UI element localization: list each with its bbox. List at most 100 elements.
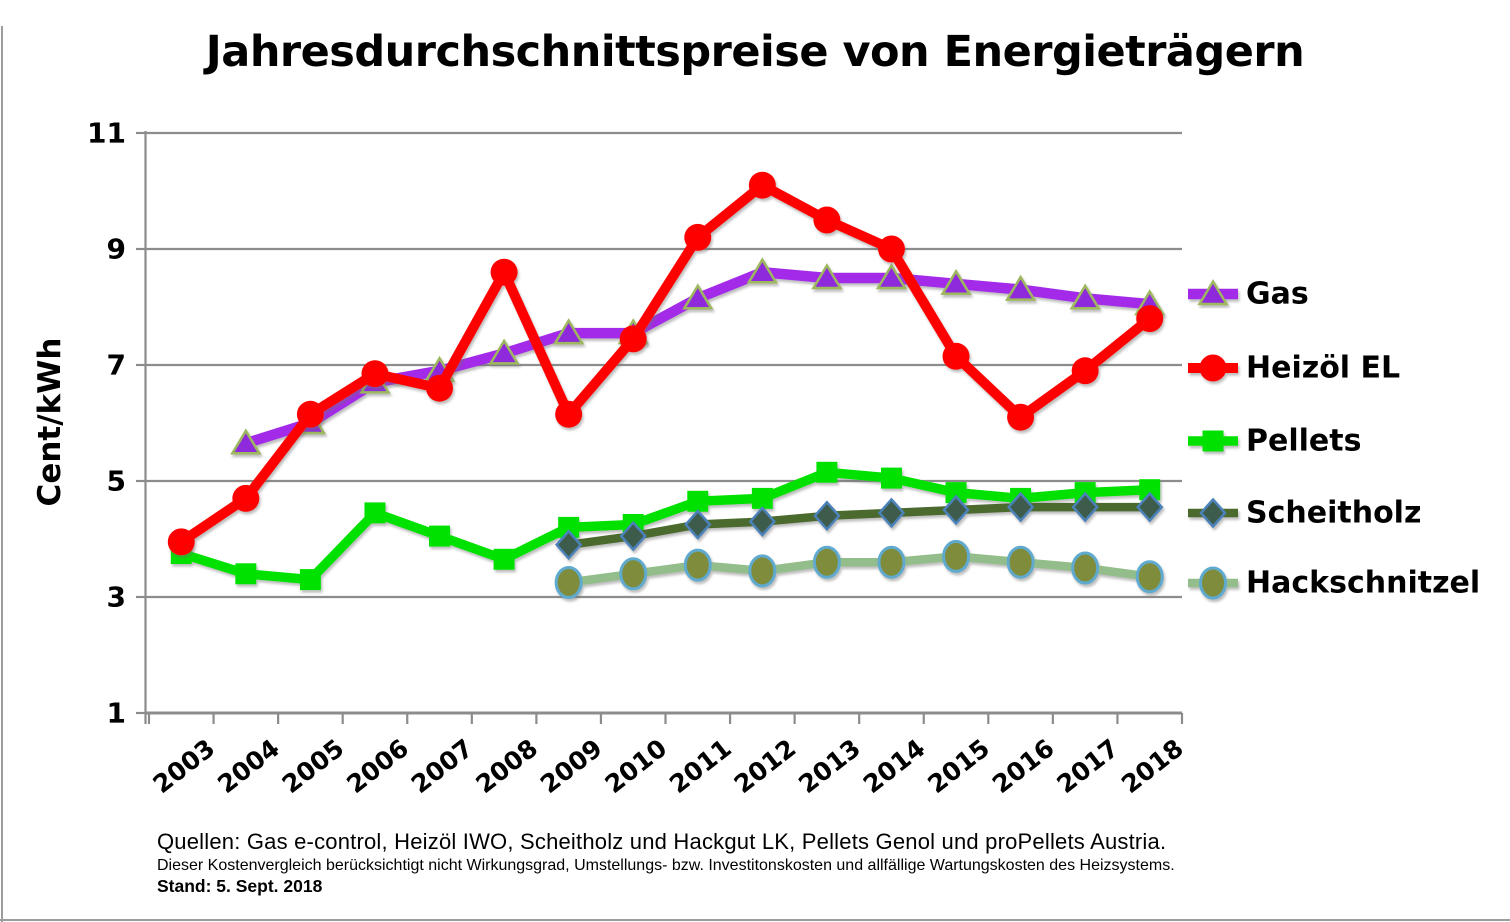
data-point-circle [232, 484, 260, 512]
data-point-diamond [877, 497, 906, 529]
data-point-diamond [554, 529, 583, 561]
data-point-triangle [488, 338, 520, 365]
data-point-circle [361, 360, 389, 388]
data-point-diamond [619, 520, 647, 552]
data-point-square [1139, 479, 1161, 501]
x-tick-label: 2013 [793, 733, 866, 799]
data-point-triangle [230, 428, 262, 455]
data-point-square [493, 548, 515, 570]
legend-label: Gas [1246, 277, 1309, 312]
x-tick-label: 2011 [664, 733, 737, 799]
data-point-square [816, 461, 838, 483]
data-point-circle [555, 400, 583, 428]
data-point-square [235, 563, 257, 585]
data-point-square [687, 490, 709, 512]
legend-item-hackschnitzel [1188, 566, 1238, 600]
data-point-ellipse [619, 557, 648, 591]
x-tick-label: 2006 [341, 733, 414, 799]
data-point-circle [167, 528, 195, 556]
x-tick-labels: 2003200420052006200720082009201020112012… [148, 733, 1189, 799]
data-point-ellipse [942, 539, 971, 573]
data-point-circle [426, 374, 454, 402]
data-point-ellipse [812, 545, 841, 579]
data-point-circle [1199, 354, 1227, 382]
x-tick-label: 2016 [987, 733, 1060, 799]
x-tick-label: 2012 [729, 733, 802, 799]
series-line [176, 467, 1155, 585]
data-point-triangle [1004, 274, 1037, 301]
data-point-circle [942, 342, 970, 370]
data-point-square [1202, 430, 1224, 452]
legend-item-heizoel-el [1188, 354, 1238, 382]
data-point-triangle [682, 283, 714, 310]
data-point-circle [684, 223, 712, 251]
data-point-square [880, 467, 902, 489]
series-heizoel-el [167, 171, 1164, 556]
data-point-square [558, 516, 580, 538]
data-point-ellipse [1135, 560, 1164, 594]
data-point-triangle [552, 318, 585, 345]
data-point-circle [1136, 305, 1164, 333]
footer-sources: Quellen: Gas e-control, Heizöl IWO, Sche… [157, 829, 1167, 854]
data-point-ellipse [1006, 545, 1035, 579]
data-point-ellipse [748, 554, 777, 588]
data-point-ellipse [1071, 551, 1100, 585]
window-left-border [1, 26, 3, 922]
data-point-triangle [940, 268, 972, 296]
data-point-triangle [1069, 283, 1101, 310]
footer-disclaimer: Dieser Kostenvergleich berücksichtigt ni… [157, 857, 1175, 874]
x-tick-label: 2008 [470, 733, 543, 799]
legend-item-scheitholz [1188, 497, 1238, 529]
y-tick-label: 5 [107, 465, 126, 498]
x-tick-label: 2003 [148, 733, 221, 799]
series-line [176, 180, 1155, 547]
data-point-square [751, 487, 773, 509]
y-tick-labels: 1 3 5 7 9 11 [87, 117, 126, 730]
data-point-diamond [1071, 491, 1099, 523]
y-tick-label: 3 [107, 581, 126, 614]
x-tick-label: 2018 [1116, 733, 1189, 799]
y-tick-label: 1 [107, 697, 126, 730]
y-axis-title: Cent/kWh [32, 338, 68, 507]
data-point-circle [1071, 357, 1099, 385]
legend-item-gas [1188, 279, 1238, 306]
data-point-diamond [748, 506, 777, 537]
y-tick-label: 11 [87, 117, 126, 150]
x-tick-label: 2017 [1051, 733, 1124, 799]
data-point-diamond [1006, 491, 1035, 523]
series-hackschnitzel [554, 539, 1164, 599]
legend-item-pellets [1188, 430, 1238, 452]
data-point-ellipse [1199, 566, 1227, 600]
data-point-diamond [684, 509, 712, 540]
legend-label: Pellets [1246, 424, 1361, 459]
data-point-circle [490, 258, 518, 286]
series-line [564, 552, 1154, 587]
y-tick-label: 9 [107, 233, 126, 266]
data-point-ellipse [683, 548, 712, 582]
x-tick-label: 2015 [922, 733, 995, 799]
data-point-diamond [942, 494, 970, 526]
data-point-circle [619, 325, 647, 353]
data-point-triangle [1197, 279, 1229, 306]
data-point-triangle [875, 263, 908, 290]
data-point-triangle [811, 263, 843, 290]
x-tick-label: 2005 [277, 733, 350, 799]
data-point-diamond [813, 500, 841, 532]
data-point-ellipse [554, 566, 583, 599]
legend-label: Scheitholz [1246, 496, 1421, 531]
data-point-circle [813, 206, 841, 234]
x-tick-label: 2014 [858, 733, 931, 799]
x-tick-label: 2007 [406, 733, 479, 799]
x-tick-label: 2009 [535, 733, 608, 799]
series-scheitholz [554, 491, 1164, 561]
data-point-square [364, 502, 386, 524]
y-axis [136, 131, 147, 724]
x-tick-label: 2010 [600, 733, 673, 799]
legend-label: Hackschnitzel [1246, 566, 1480, 601]
x-axis [147, 713, 1184, 724]
data-point-diamond [1136, 491, 1164, 523]
series-line [564, 502, 1154, 550]
data-point-circle [1007, 403, 1035, 431]
